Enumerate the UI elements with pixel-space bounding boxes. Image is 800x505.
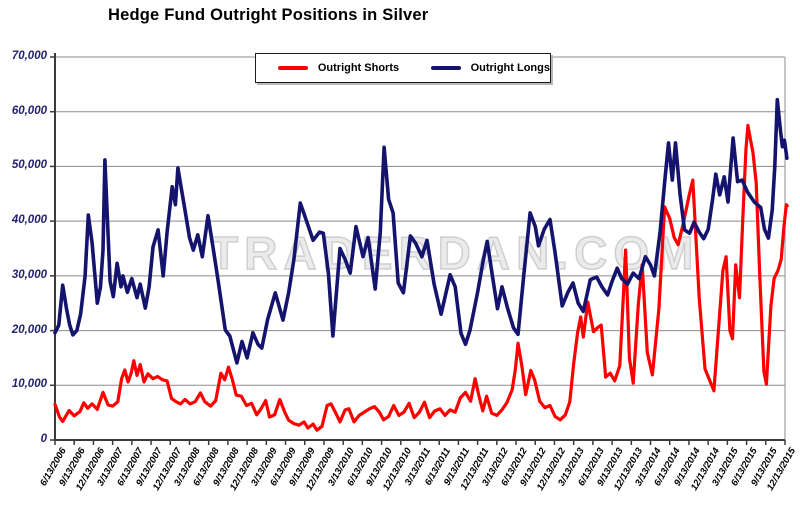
legend: Outright Shorts Outright Longs (255, 53, 551, 83)
series-line-outright-longs (53, 97, 789, 365)
shorts-line-swatch (278, 66, 308, 70)
chart-title: Hedge Fund Outright Positions in Silver (108, 6, 429, 24)
legend-label-shorts: Outright Shorts (317, 62, 400, 74)
y-axis-label: 60,000 (11, 104, 47, 117)
series-line-outright-shorts (53, 123, 789, 432)
y-axis-label: 30,000 (11, 268, 47, 281)
y-axis-label: 70,000 (11, 50, 47, 62)
y-axis-label: 40,000 (11, 214, 47, 227)
legend-label-longs: Outright Longs (470, 62, 550, 74)
y-axis-label: 50,000 (11, 159, 47, 172)
y-axis-label: 20,000 (11, 323, 47, 336)
y-axis-label: 10,000 (11, 378, 47, 391)
longs-line-swatch (430, 66, 461, 70)
watermark: TRADERDAN.COM (209, 226, 700, 280)
y-axis-label: 0 (40, 433, 47, 445)
